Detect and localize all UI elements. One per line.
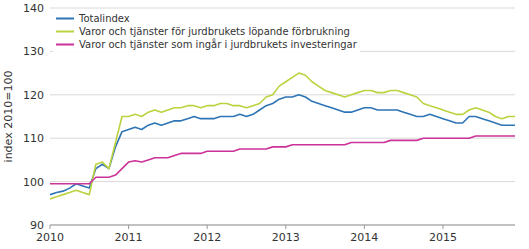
legend: Totalindex Varor och tjänster för jurdbru…	[53, 11, 360, 52]
y-tick-label: 100	[23, 176, 44, 189]
lines	[50, 73, 515, 199]
grid-line	[50, 94, 515, 95]
legend-label: Totalindex	[78, 13, 130, 24]
x-axis: 2010 2011 2012 2013 2014 2015	[36, 225, 515, 244]
chart: 90100110120130140index 2010=100201020112…	[0, 0, 529, 249]
legend-background	[53, 11, 360, 52]
x-tick	[50, 225, 51, 229]
x-tick-label: 2013	[272, 231, 300, 244]
x-tick	[128, 225, 129, 229]
legend-label: Varor och tjänster som ingår i jurdbruke…	[79, 38, 358, 50]
legend-swatch	[56, 44, 74, 46]
x-axis-line	[50, 225, 515, 226]
x-tick	[442, 225, 443, 229]
x-tick	[285, 225, 286, 229]
y-tick-label: 110	[23, 132, 44, 145]
grid-line	[50, 181, 515, 182]
y-tick-label: 130	[23, 45, 44, 58]
y-axis-label: index 2010=100	[2, 71, 15, 163]
y-tick-label: 140	[23, 2, 44, 15]
series-line	[50, 95, 515, 195]
x-tick	[364, 225, 365, 229]
y-tick-label: 120	[23, 89, 44, 102]
x-tick-label: 2015	[429, 231, 457, 244]
x-tick-label: 2010	[36, 231, 64, 244]
legend-label: Varor och tjänster för jurdbrukets löpan…	[79, 26, 350, 37]
legend-swatch	[56, 31, 74, 33]
series-line	[50, 73, 515, 199]
grid-line	[50, 225, 515, 226]
x-tick-label: 2012	[193, 231, 221, 244]
x-tick	[207, 225, 208, 229]
series-line	[50, 136, 515, 184]
x-tick-label: 2011	[115, 231, 143, 244]
grid-line	[50, 8, 515, 9]
legend-swatch	[56, 18, 74, 20]
x-tick-label: 2014	[350, 231, 378, 244]
y-axis: 90100110120130140	[23, 2, 515, 232]
